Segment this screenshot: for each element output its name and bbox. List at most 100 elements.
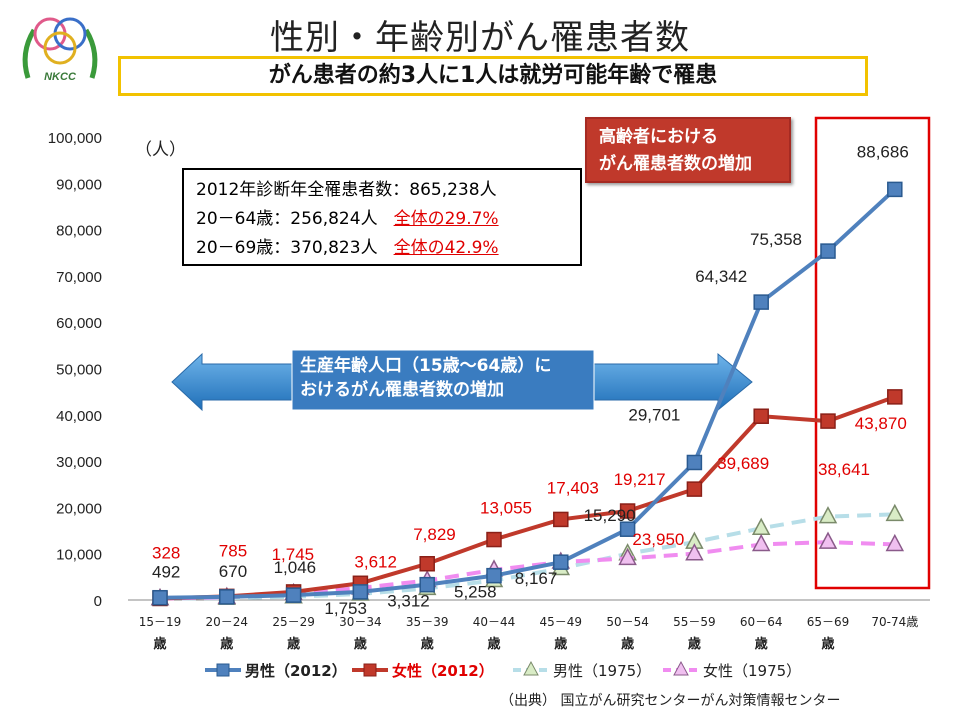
data-label-male2012: 1,753	[324, 599, 367, 618]
series-line-male2012	[159, 187, 897, 600]
data-point-female2012	[553, 511, 569, 528]
legend-marker-male2012	[216, 663, 230, 677]
source-citation: （出典） 国立がん研究センターがん対策情報センター	[500, 693, 841, 709]
x-tick-label: 40－44	[473, 615, 516, 629]
x-tick-label: 55－59	[673, 615, 716, 629]
data-label-male2012: 3,312	[387, 592, 430, 611]
data-label-female2012: 39,689	[717, 454, 769, 473]
x-tick-label: 35－39	[406, 615, 449, 629]
y-tick-label: 100,000	[48, 130, 102, 147]
data-label-female2012: 17,403	[547, 478, 599, 497]
elderly-line1: 高齢者における	[599, 127, 718, 147]
arrow-text-line2: おけるがん罹患者数の増加	[300, 380, 504, 400]
data-point-male2012	[486, 567, 502, 584]
x-tick-label-unit: 歳	[755, 636, 768, 652]
subtitle-banner: がん患者の約3人に1人は就労可能年齢で罹患	[118, 56, 868, 96]
y-tick-label: 90,000	[56, 176, 102, 193]
x-tick-label-unit: 歳	[421, 636, 434, 652]
data-label-male2012: 1,046	[274, 558, 317, 577]
page-title: 性別・年齢別がん罹患者数	[270, 18, 690, 58]
data-label-male2012: 492	[152, 563, 180, 582]
data-label-male2012: 5,258	[454, 583, 497, 602]
legend-label-female1975: 女性（1975）	[703, 662, 801, 680]
data-label-male2012: 75,358	[750, 230, 802, 249]
y-tick-label: 70,000	[56, 269, 102, 286]
info-line3-label: 20－69歳：370,823人	[196, 238, 378, 258]
y-tick-label: 80,000	[56, 223, 102, 240]
series-line-female2012	[159, 395, 896, 601]
data-point-male2012	[152, 589, 168, 606]
data-point-male2012	[619, 521, 636, 537]
legend-label-male1975: 男性（1975）	[553, 662, 651, 680]
elderly-line2: がん罹患者数の増加	[599, 154, 752, 174]
info-line1: 2012年診断年全罹患者数：865,238人	[196, 180, 497, 200]
y-tick-label: 40,000	[56, 408, 102, 425]
data-point-female1975	[751, 533, 771, 552]
data-point-male2012	[753, 294, 769, 310]
x-tick-label: 25－29	[272, 615, 315, 629]
data-point-female2012	[686, 481, 703, 497]
y-tick-label: 0	[94, 593, 102, 610]
data-point-female2012	[419, 556, 435, 572]
data-point-male1975	[751, 517, 771, 535]
data-point-female1975	[885, 533, 905, 552]
info-line3-share: 全体の42.9%	[393, 238, 499, 258]
x-tick-label-unit: 歳	[354, 636, 367, 652]
x-tick-label: 20－24	[206, 615, 249, 629]
data-point-female2012	[820, 413, 836, 429]
data-point-female2012	[887, 389, 903, 405]
highlight-frame	[814, 116, 931, 590]
data-label-male2012: 15,290	[584, 506, 636, 525]
x-tick-label: 60－64	[740, 615, 783, 629]
logo-text: NKCC	[44, 71, 77, 83]
data-label-female2012: 38,641	[818, 460, 870, 479]
x-tick-label: 45－49	[540, 615, 583, 629]
arrow-text-line1: 生産年齢人口（15歳～64歳）に	[300, 356, 552, 376]
elderly-annotation-box: 高齢者における がん罹患者数の増加	[585, 117, 791, 183]
data-label-female2012: 3,612	[354, 552, 397, 571]
data-label-male2012: 88,686	[857, 142, 909, 161]
data-label-female2012: 19,217	[614, 470, 666, 489]
data-label-male2012: 670	[219, 562, 247, 581]
legend-label-male2012: 男性（2012）	[245, 662, 347, 680]
data-point-female2012	[486, 531, 502, 548]
data-point-female1975	[818, 531, 838, 549]
data-point-male2012	[219, 589, 235, 605]
data-label-female2012: 1,745	[272, 545, 315, 564]
info-box: 2012年診断年全罹患者数：865,238人 20－64歳：256,824人 全体…	[182, 168, 582, 266]
x-tick-label-unit: 歳	[621, 636, 634, 652]
arrow-label-box	[291, 349, 595, 411]
x-tick-label: 15－19	[139, 615, 182, 629]
data-point-male2012	[887, 181, 903, 198]
x-tick-label-unit: 歳	[220, 636, 233, 652]
info-line2-label: 20－64歳：256,824人	[196, 209, 378, 229]
legend-marker-female1975	[673, 660, 689, 676]
data-point-male1975	[818, 506, 838, 524]
data-label-male2012: 8,167	[515, 569, 558, 588]
info-line2-share: 全体の29.7%	[393, 209, 499, 229]
x-tick-label-unit: 歳	[821, 636, 834, 652]
data-point-female1975	[618, 547, 637, 566]
x-tick-label-unit: 歳	[487, 636, 500, 652]
arrow-annotation: 生産年齢人口（15歳～64歳）に おけるがん罹患者数の増加	[300, 354, 600, 402]
data-point-male1975	[885, 503, 905, 522]
nkcc-logo: NKCC	[22, 17, 98, 83]
y-tick-label: 30,000	[56, 454, 102, 471]
x-tick-label: 50－54	[606, 615, 649, 629]
data-label-female2012: 43,870	[855, 414, 907, 433]
data-label-female2012: 23,950	[632, 530, 684, 549]
legend-marker-male1975	[523, 660, 539, 676]
data-label-male2012: 29,701	[628, 405, 680, 424]
x-tick-label-unit: 歳	[554, 636, 567, 652]
data-point-male2012	[820, 243, 836, 259]
legend-marker-female2012	[363, 663, 377, 677]
legend-label-female2012: 女性（2012）	[392, 662, 494, 680]
data-point-male2012	[419, 576, 435, 593]
data-point-female2012	[619, 503, 636, 519]
data-label-female2012: 785	[219, 541, 247, 560]
x-tick-label-unit: 歳	[153, 636, 166, 652]
data-label-male2012: 64,342	[695, 267, 747, 286]
data-label-female2012: 13,055	[480, 499, 532, 518]
x-tick-label-unit: 歳	[688, 636, 701, 652]
